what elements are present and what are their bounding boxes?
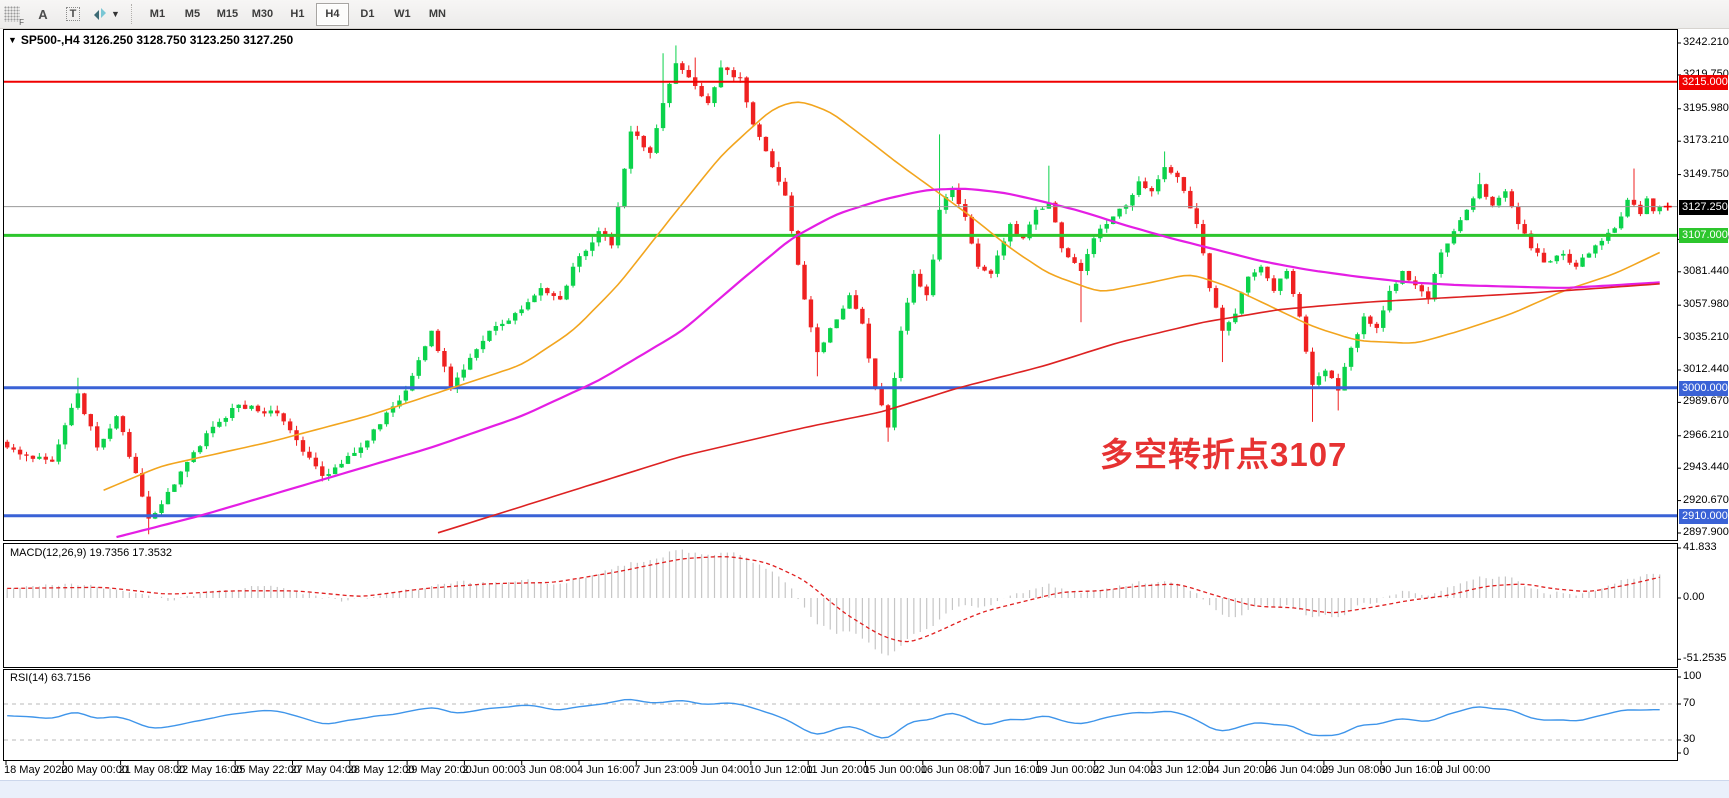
macd-signal-line — [7, 556, 1660, 643]
toolbar-separator — [130, 4, 133, 24]
timeframe-button-m30[interactable]: M30 — [251, 8, 274, 20]
timeframe-button-m5[interactable]: M5 — [184, 8, 201, 20]
timeframe-button-w1[interactable]: W1 — [394, 8, 411, 20]
ma-magenta-line — [116, 187, 1660, 539]
toolbar: F A T ▼ M1 M5 M15 M30 H1 H4 D1 W1 MN — [0, 0, 1729, 29]
text-label-icon[interactable]: A — [38, 6, 48, 22]
ma-red-line — [437, 283, 1660, 534]
timeframe-button-d1[interactable]: D1 — [360, 8, 375, 20]
timeframe-button-m1[interactable]: M1 — [149, 8, 166, 20]
rsi-line — [7, 698, 1660, 739]
ma-orange-line — [103, 101, 1661, 491]
status-strip — [0, 780, 1729, 798]
rsi-panel[interactable] — [3, 669, 1678, 761]
arrow-shapes-icon — [94, 8, 106, 20]
timeframe-button-h1[interactable]: H1 — [290, 8, 305, 20]
text-box-icon[interactable]: T — [61, 3, 85, 25]
toolbar-drag-handle[interactable]: F — [4, 6, 24, 27]
main-chart-panel[interactable] — [3, 29, 1678, 541]
chevron-down-icon[interactable]: ▼ — [111, 9, 120, 19]
timeframe-button-mn[interactable]: MN — [428, 8, 446, 20]
timeframe-button-h4[interactable]: H4 — [315, 2, 349, 26]
timeframe-button-m15[interactable]: M15 — [216, 8, 239, 20]
timeframe-group: M1 M5 M15 M30 H1 H4 D1 W1 MN — [140, 2, 455, 26]
macd-panel[interactable] — [3, 543, 1678, 668]
arrows-tool-icon[interactable]: ▼ — [92, 7, 120, 21]
